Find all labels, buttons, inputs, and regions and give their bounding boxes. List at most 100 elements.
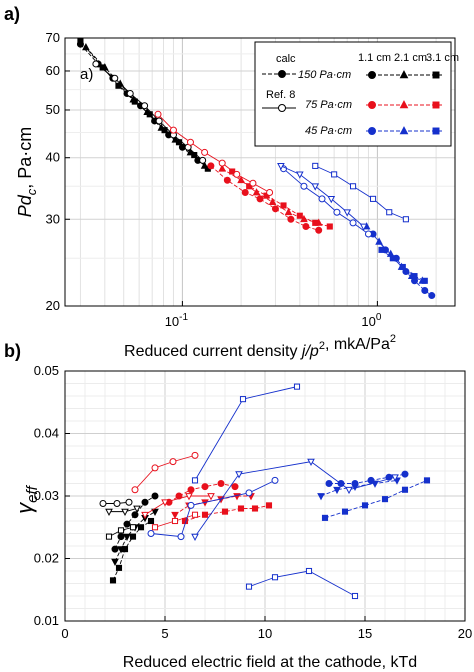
data-point-b (265, 502, 273, 509)
data-point-a (428, 292, 436, 300)
data-point-a (111, 74, 119, 82)
data-point-b (131, 511, 139, 519)
data-point-b (137, 524, 145, 531)
series-line-b-10 (144, 495, 211, 516)
panel-a-label: a) (4, 4, 20, 24)
data-point-b (245, 489, 253, 497)
data-point-a (161, 127, 168, 134)
data-point-b (111, 558, 119, 566)
data-point-a (256, 195, 264, 203)
data-point-a (318, 195, 326, 203)
data-point-b (141, 511, 149, 520)
legend-row-triangle (399, 100, 409, 109)
data-point-a (402, 216, 409, 223)
data-point-a (284, 207, 293, 216)
data-point-a (421, 277, 428, 284)
data-point-a (266, 188, 274, 196)
data-point-b (333, 486, 341, 495)
data-point-a (155, 117, 163, 125)
data-point-a (375, 237, 383, 245)
data-point-a (386, 209, 393, 216)
data-point-b (207, 493, 215, 501)
legend-calc: calc (276, 53, 296, 65)
data-point-a (331, 171, 338, 178)
x-tick-label: 0 (61, 626, 68, 641)
legend-row-150: 150 Pa·cm (298, 69, 351, 81)
data-point-a (399, 263, 406, 271)
legend-row-45: 45 Pa·cm (305, 125, 352, 137)
x-axis-label-a: Reduced current density j/p2, mkA/Pa2 (124, 333, 396, 360)
data-point-a (77, 38, 84, 45)
legend-row-square (432, 127, 440, 135)
data-point-b (169, 458, 177, 466)
legend-row-square (432, 71, 440, 79)
data-point-b (293, 383, 301, 390)
legend-row-triangle (399, 126, 409, 135)
y-tick-label: 20 (46, 298, 60, 313)
data-point-a (333, 208, 341, 216)
data-point-b (151, 492, 159, 500)
series-line-b-13 (320, 479, 398, 497)
data-point-a (115, 82, 122, 89)
data-point-a (154, 110, 162, 118)
data-point-b (361, 502, 369, 509)
legend-row-circle (368, 101, 376, 109)
legend-a: calc Ref. 8 1.1 cm 2.1 cm 3.1 cm 150 Pa·… (254, 41, 459, 147)
data-point-b (345, 486, 353, 495)
legend-gap-2: 2.1 cm (394, 52, 427, 64)
data-point-b (401, 486, 409, 493)
data-point-b (239, 396, 247, 403)
data-point-a (300, 182, 308, 190)
panel-b-label: b) (4, 341, 21, 361)
data-point-a (359, 223, 368, 231)
chart-b: 0 5 10 15 20 0.01 0.02 0.03 0.04 0.05 Reduced ele… (12, 363, 472, 671)
y-tick-label: 0.02 (34, 551, 59, 566)
data-point-a (370, 195, 377, 202)
legend-row-circle (368, 127, 376, 135)
data-point-a (233, 170, 241, 178)
data-point-b (251, 505, 259, 512)
series-a (76, 38, 436, 300)
data-point-b (191, 451, 199, 459)
data-point-a (249, 179, 257, 187)
y-tick-label: 40 (46, 150, 60, 165)
data-point-a (349, 183, 357, 190)
plot-frame-a (64, 37, 456, 307)
data-point-b (125, 498, 133, 506)
y-tick-label: 30 (46, 211, 60, 226)
data-point-b (217, 480, 225, 487)
series-line-b-9 (134, 454, 196, 491)
data-point-b (113, 500, 121, 507)
data-point-b (187, 501, 195, 509)
data-point-a (364, 230, 372, 238)
data-point-b (191, 511, 199, 518)
data-point-b (151, 508, 159, 516)
data-point-a (241, 188, 249, 196)
data-point-b (185, 493, 193, 501)
data-point-b (271, 476, 279, 484)
data-point-b (401, 470, 409, 478)
legend-gap-1: 1.1 cm (358, 52, 391, 64)
data-point-b (121, 546, 129, 553)
data-point-b (147, 530, 155, 537)
data-point-a (280, 202, 287, 209)
data-point-b (123, 533, 131, 541)
data-point-b (191, 533, 199, 541)
data-point-a (287, 215, 295, 223)
data-point-b (131, 486, 139, 494)
data-point-a (421, 287, 429, 295)
y-tick-label: 0.05 (34, 363, 59, 378)
data-point-b (151, 464, 159, 472)
legend-row-circle (368, 71, 376, 79)
data-point-a (343, 209, 352, 217)
data-point-b (201, 511, 209, 518)
data-point-b (171, 517, 179, 525)
y-tick-label: 0.04 (34, 426, 59, 441)
data-point-a (327, 195, 336, 204)
series-line-b-18 (248, 570, 356, 597)
data-point-b (109, 577, 117, 584)
data-point-b (129, 524, 137, 531)
data-point-b (151, 524, 159, 531)
